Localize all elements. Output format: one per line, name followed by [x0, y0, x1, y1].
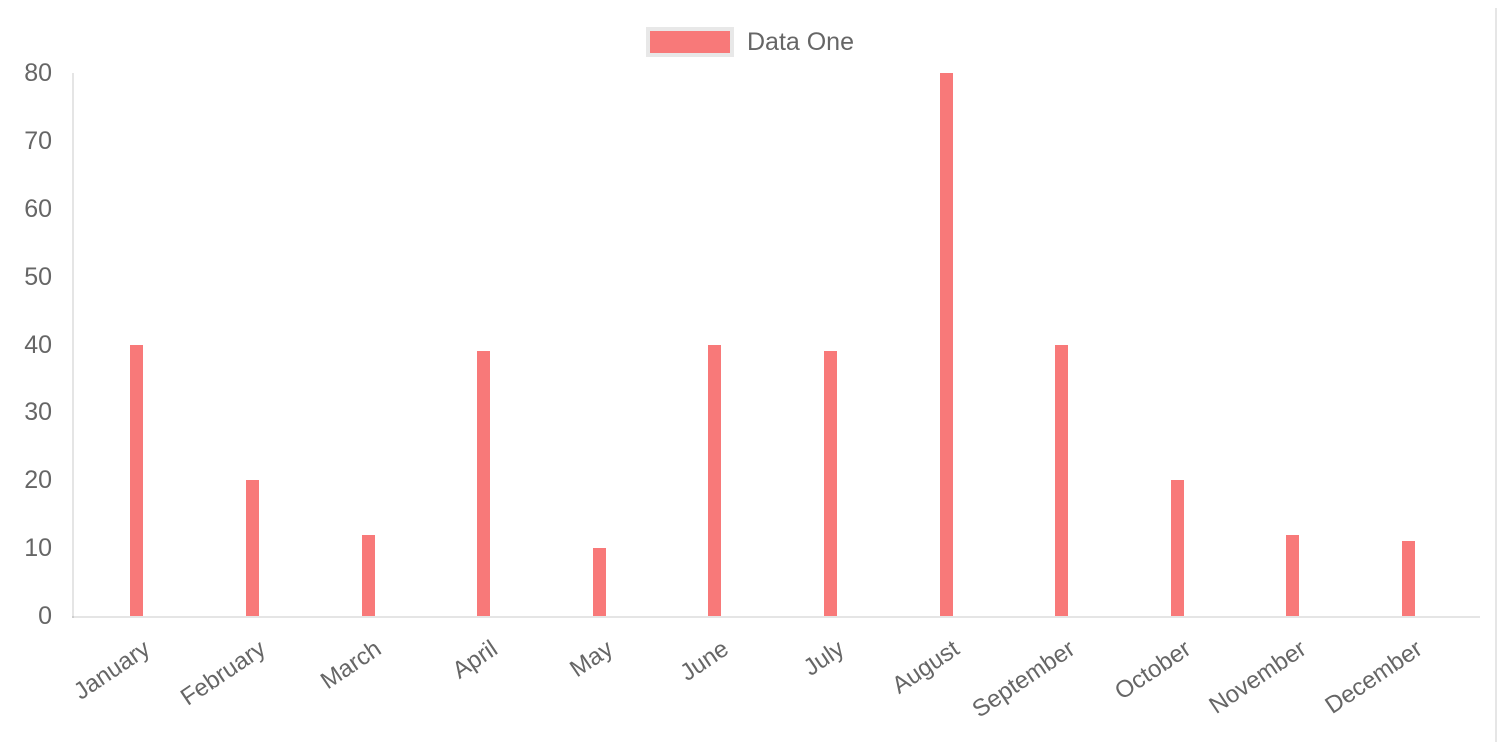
y-axis-tick-label: 70	[24, 126, 52, 155]
y-axis-tick-label: 60	[24, 194, 52, 223]
y-axis-line	[72, 73, 74, 618]
legend-swatch	[645, 27, 734, 57]
x-axis-tick-label: November	[1204, 635, 1312, 720]
x-axis-tick-label: March	[316, 635, 387, 695]
x-axis-tick-label: June	[675, 635, 734, 687]
x-axis-tick-label: December	[1320, 635, 1427, 720]
bar-november[interactable]	[1286, 534, 1300, 616]
y-axis-tick-label: 20	[24, 466, 52, 495]
bar-february[interactable]	[245, 480, 259, 616]
bar-july[interactable]	[823, 351, 837, 616]
y-axis-tick-label: 80	[24, 59, 52, 87]
x-axis-tick-label: February	[176, 635, 271, 712]
x-axis-line	[72, 616, 1480, 618]
x-axis-tick-label: April	[447, 635, 503, 685]
bar-september[interactable]	[1055, 344, 1069, 616]
y-axis-tick-label: 30	[24, 398, 52, 427]
y-axis-tick-label: 10	[24, 534, 52, 563]
x-axis-tick-label: October	[1109, 635, 1196, 706]
right-edge-border	[1495, 8, 1497, 742]
bar-april[interactable]	[477, 351, 491, 616]
bar-october[interactable]	[1170, 480, 1184, 616]
bar-august[interactable]	[939, 73, 953, 616]
bar-december[interactable]	[1401, 541, 1415, 616]
bar-march[interactable]	[361, 534, 375, 616]
x-axis-tick-label: May	[565, 635, 618, 683]
y-axis-tick-label: 50	[24, 262, 52, 291]
legend-label: Data One	[746, 28, 854, 56]
y-axis-tick-label: 0	[38, 602, 52, 630]
y-axis-tick-label: 40	[24, 330, 52, 359]
x-axis-tick-label: January	[69, 635, 156, 706]
legend-item-data-one[interactable]: Data One	[0, 26, 1500, 58]
x-axis-tick-label: July	[798, 635, 849, 682]
bar-june[interactable]	[708, 344, 722, 616]
x-axis-tick-label: September	[967, 635, 1081, 724]
bar-may[interactable]	[592, 548, 606, 616]
x-axis-tick-label: August	[887, 635, 965, 700]
bar-january[interactable]	[130, 344, 144, 616]
